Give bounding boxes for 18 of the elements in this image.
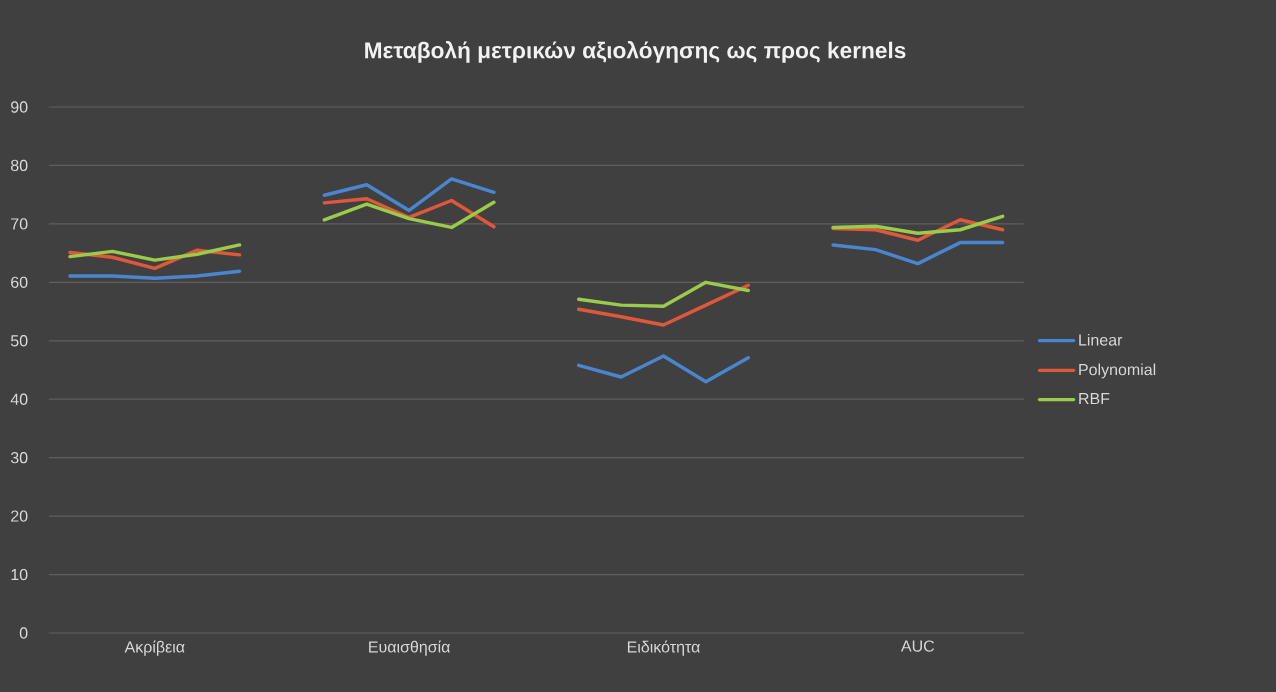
- y-tick-label: 10: [11, 568, 28, 581]
- y-tick-label: 20: [11, 510, 28, 522]
- x-tick-label: AUC: [900, 640, 935, 652]
- y-tick-label: 70: [11, 218, 28, 230]
- y-tick-label: 30: [10, 452, 28, 464]
- y-tick-label: 0: [19, 627, 28, 639]
- x-tick-label: Ευαισθησία: [369, 640, 450, 656]
- y-tick-label: 50: [10, 335, 28, 347]
- y-tick-label: 80: [10, 159, 28, 172]
- x-tick-label: Ειδικότητα: [627, 640, 700, 656]
- legend-label: Polynomial: [1079, 363, 1156, 379]
- y-tick-label: 90: [11, 101, 28, 113]
- chart-title: Μεταβολή μετρικών αξιολόγησης ως προς kernels: [365, 41, 906, 63]
- legend-label: Linear: [1079, 333, 1123, 346]
- legend-label: RBF: [1079, 393, 1110, 405]
- y-tick-label: 40: [10, 393, 28, 405]
- y-tick-label: 60: [11, 276, 28, 288]
- x-tick-label: Ακρίβεια: [124, 640, 185, 656]
